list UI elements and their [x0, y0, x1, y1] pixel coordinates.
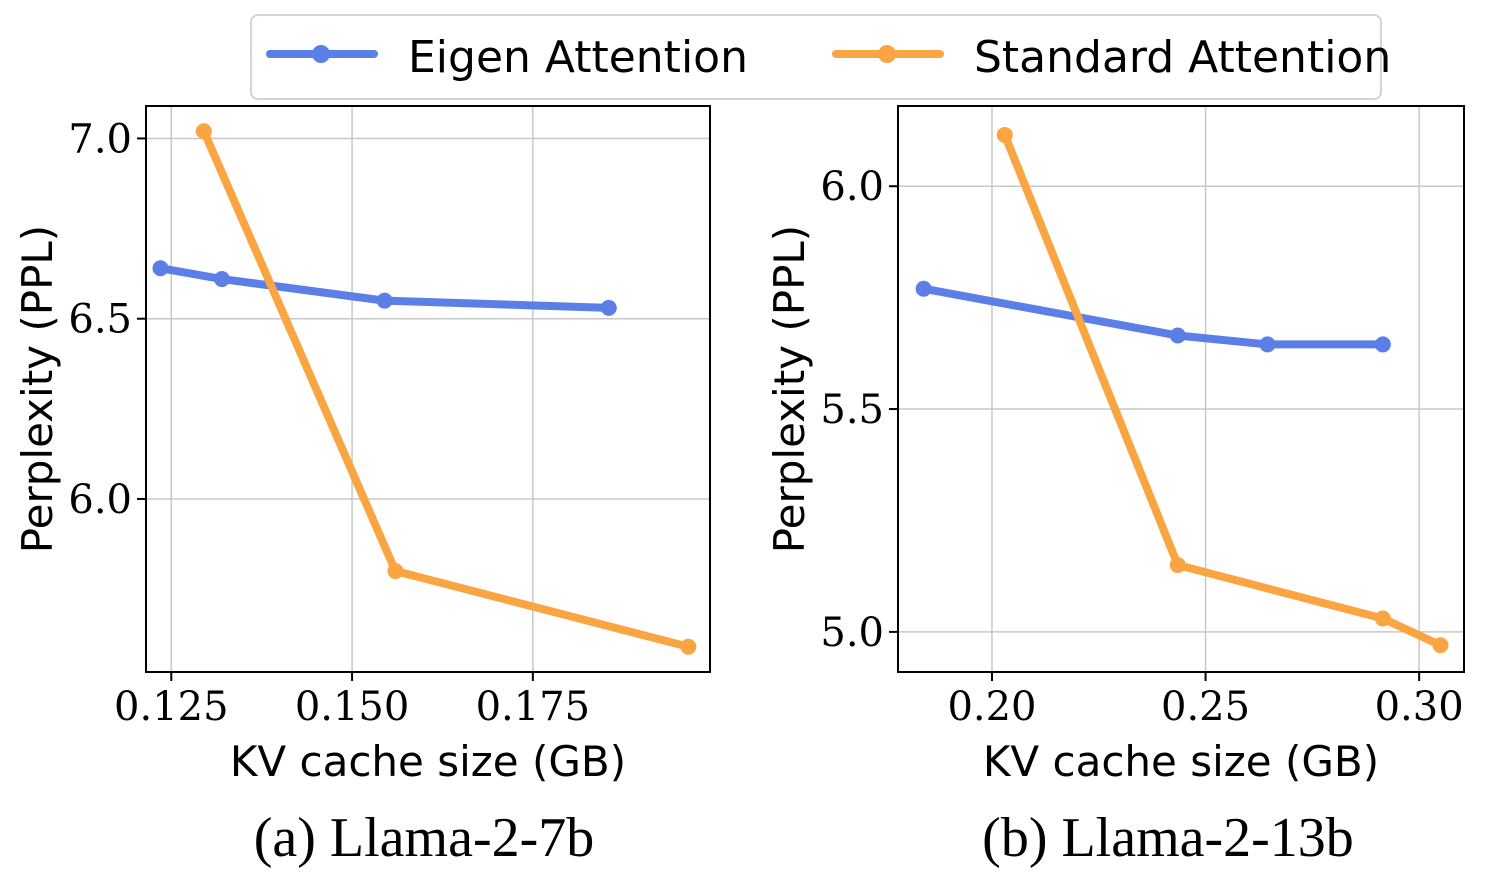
chart-2-series-standard-attention-line: [1000, 130, 1445, 650]
chart-2-plot-frame: [897, 105, 1465, 673]
chart-1-series-eigen-attention-point: [152, 260, 169, 277]
legend-swatch-standard-attention: [832, 16, 944, 98]
chart-1-series-eigen-attention-line: [156, 264, 613, 312]
chart-1-series-standard-attention-point: [195, 123, 212, 140]
legend-marker-eigen-attention: [312, 45, 330, 63]
chart-1-x-axis-label: KV cache size (GB): [230, 737, 626, 786]
legend-label-eigen-attention: Eigen Attention: [408, 31, 748, 83]
legend: Eigen Attention Standard Attention: [250, 14, 1391, 100]
chart-2-series-eigen-attention-point: [915, 280, 932, 297]
chart-1-series-eigen-attention-point: [213, 271, 230, 288]
chart-2-series-standard-attention-point: [1374, 610, 1391, 627]
chart-2-y-tick-label: 5.0: [820, 610, 884, 656]
chart-2-series-standard-attention-point: [1169, 557, 1186, 574]
chart-2-series-eigen-attention-point: [1374, 336, 1391, 353]
chart-2-series-standard-attention-point: [996, 126, 1013, 143]
chart-2-series-eigen-attention-line: [919, 284, 1387, 349]
chart-1-series-eigen-attention-point: [376, 292, 393, 309]
legend-swatch-eigen-attention: [266, 16, 378, 98]
legend-item-standard-attention: Standard Attention: [832, 16, 1391, 98]
chart-1-series-standard-attention-point: [680, 638, 697, 655]
chart-1-series-standard-attention-point: [387, 563, 404, 580]
chart-2-x-tick-label: 0.30: [1375, 684, 1464, 730]
chart-1-y-tick-label: 7.0: [68, 116, 132, 162]
chart-2: 0.20 0.25 0.30 5.0 5.5 6.0 KV cache size (GB) P…: [765, 105, 1465, 869]
chart-1-series-eigen-attention-point: [600, 299, 617, 316]
chart-1-y-axis-label: Perplexity (PPL): [13, 225, 62, 553]
chart-1-x-tick-label: 0.150: [295, 684, 410, 730]
chart-2-x-tick-label: 0.25: [1161, 684, 1250, 730]
chart-1-y-tick-label: 6.0: [68, 477, 132, 523]
chart-1-series-standard-attention-line: [199, 127, 693, 651]
chart-2-x-tick-label: 0.20: [947, 684, 1036, 730]
legend-label-standard-attention: Standard Attention: [974, 31, 1392, 83]
chart-2-x-axis-label: KV cache size (GB): [983, 737, 1379, 786]
chart-2-series-standard-attention-point: [1432, 637, 1449, 654]
chart-2-y-tick-label: 5.5: [820, 387, 884, 433]
chart-2-series-eigen-attention-point: [1169, 327, 1186, 344]
chart-1-y-tick-label: 6.5: [68, 297, 132, 343]
legend-item-eigen-attention: Eigen Attention: [266, 16, 748, 98]
chart-2-caption: (b) Llama-2-13b: [982, 807, 1354, 869]
chart-2-series-eigen-attention-point: [1259, 336, 1276, 353]
legend-marker-standard-attention: [878, 45, 896, 63]
chart-1-caption: (a) Llama-2-7b: [254, 807, 594, 869]
chart-2-y-tick-label: 6.0: [820, 164, 884, 210]
chart-1-x-tick-label: 0.175: [476, 684, 591, 730]
chart-1-plot-frame: [145, 105, 711, 673]
chart-2-y-axis-label: Perplexity (PPL): [765, 225, 814, 553]
chart-1: 0.125 0.150 0.175 6.0 6.5 7.0 KV cache size (G…: [13, 105, 711, 869]
chart-1-x-tick-label: 0.125: [114, 684, 229, 730]
